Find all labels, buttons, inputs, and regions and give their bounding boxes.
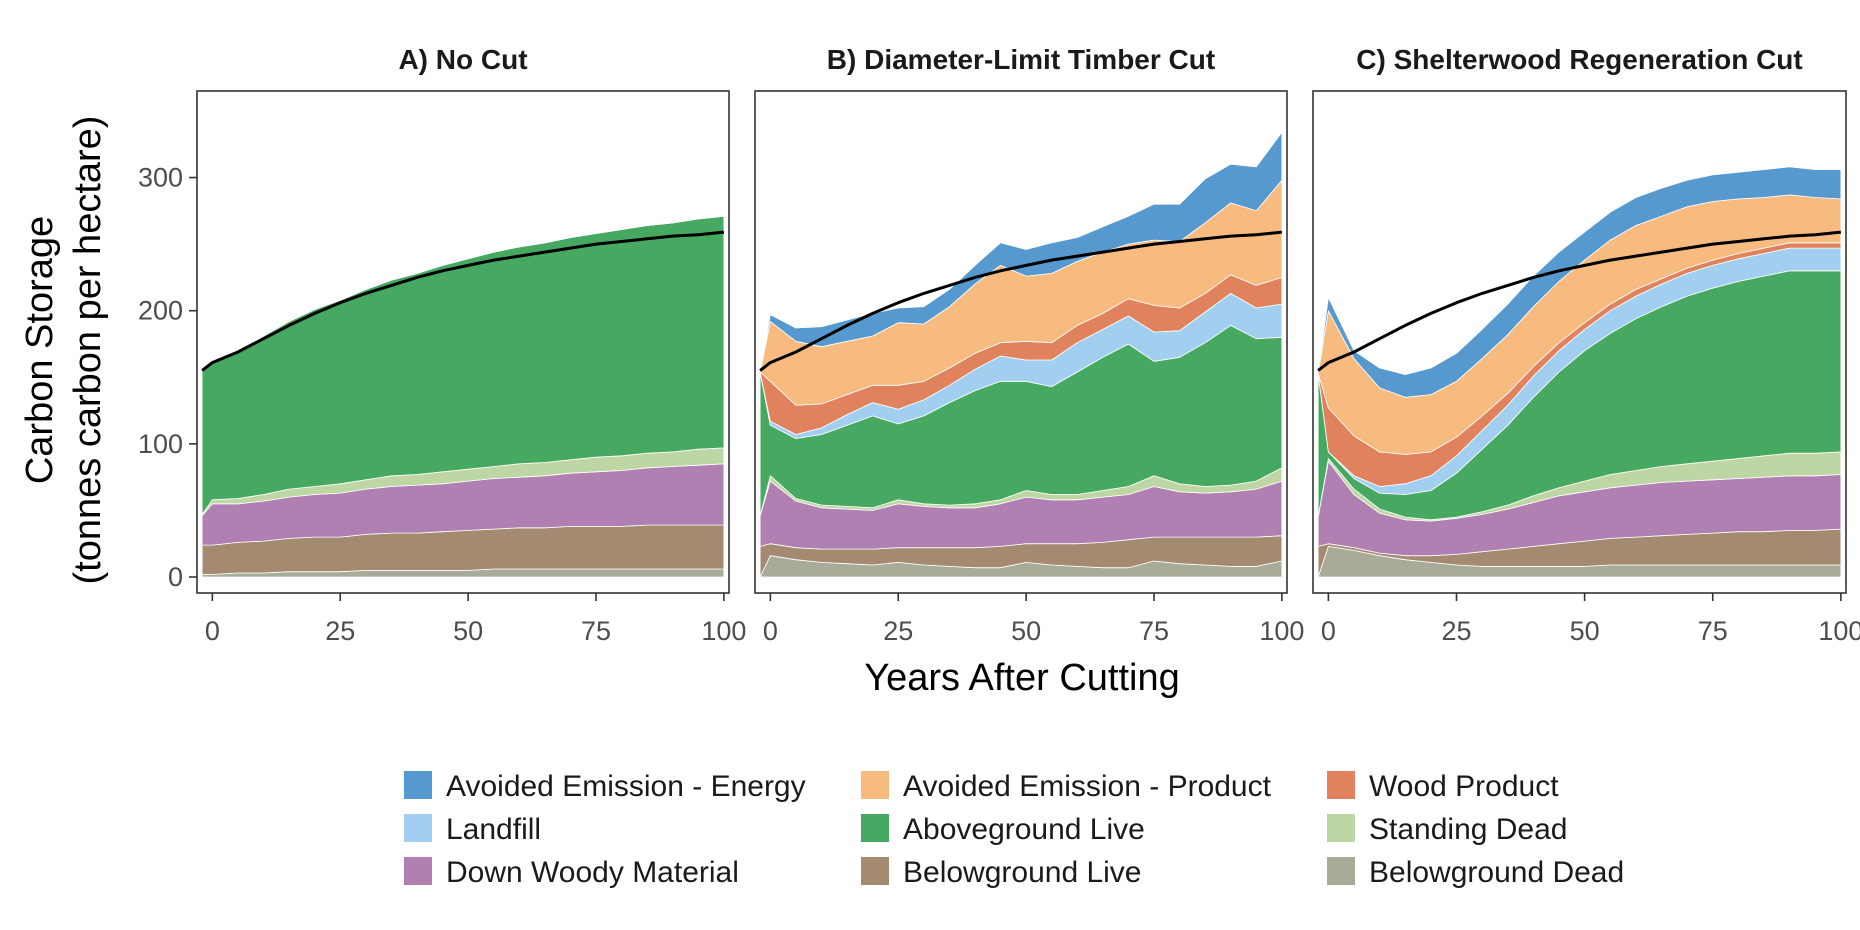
x-tick-label: 50	[1011, 616, 1041, 646]
legend-swatch	[861, 857, 889, 885]
legend-label: Belowground Dead	[1369, 856, 1624, 889]
legend-item-belowground-dead: Belowground Dead	[1327, 856, 1624, 889]
y-tick-label: 200	[138, 296, 183, 326]
no-cut-line-panel-a	[201, 230, 725, 372]
x-tick-label: 100	[701, 616, 746, 646]
x-axis-title: Years After Cutting	[864, 657, 1179, 699]
legend-label: Landfill	[446, 813, 541, 846]
y-tick-label: 0	[168, 562, 183, 592]
legend-label: Aboveground Live	[903, 813, 1145, 846]
panel-frame-b	[754, 90, 1288, 594]
legend-item-wood-product: Wood Product	[1327, 770, 1559, 803]
legend-item-belowground-live: Belowground Live	[861, 856, 1142, 889]
legend-label: Down Woody Material	[446, 856, 739, 889]
y-axis-title-subtitle: (tonnes carbon per hectare)	[67, 116, 109, 585]
no-cut-line-panel-b	[759, 230, 1283, 372]
area-avoided-emission-energy-panel-b	[759, 131, 1283, 373]
legend-swatch	[404, 814, 432, 842]
area-avoided-emission-energy-panel-c	[1317, 166, 1842, 398]
panel-title-a: A) No Cut	[398, 44, 527, 75]
legend-item-landfill: Landfill	[404, 813, 541, 846]
panel-c: C) Shelterwood Regeneration Cut 0 25 50 75 10…	[1312, 44, 1860, 646]
legend-swatch	[1327, 771, 1355, 799]
legend-swatch	[404, 857, 432, 885]
legend-item-standing-dead: Standing Dead	[1327, 813, 1568, 846]
x-tick-label: 25	[883, 616, 913, 646]
legend-item-down-woody-material: Down Woody Material	[404, 856, 739, 889]
legend-swatch	[861, 771, 889, 799]
legend-label: Avoided Emission - Product	[903, 770, 1272, 803]
y-axis-title: Carbon Storage	[19, 216, 61, 484]
legend-swatch	[404, 771, 432, 799]
legend-label: Avoided Emission - Energy	[446, 770, 806, 803]
x-tick-label: 25	[325, 616, 355, 646]
panel-b: B) Diameter-Limit Timber Cut 0 25 50 75 100	[754, 44, 1304, 646]
x-tick-label: 75	[581, 616, 611, 646]
x-tick-label: 50	[1570, 616, 1600, 646]
panel-a: A) No Cut 0 25 50 75 100 0 100 200 300	[138, 44, 746, 646]
x-tick-label: 0	[763, 616, 778, 646]
x-tick-label: 100	[1259, 616, 1304, 646]
x-tick-label: 0	[1321, 616, 1336, 646]
legend-swatch	[1327, 814, 1355, 842]
x-tick-label: 50	[453, 616, 483, 646]
legend-label: Belowground Live	[903, 856, 1142, 889]
no-cut-line-panel-c	[1317, 230, 1842, 372]
y-tick-label: 100	[138, 429, 183, 459]
panel-title-b: B) Diameter-Limit Timber Cut	[827, 44, 1215, 75]
legend-label: Standing Dead	[1369, 813, 1568, 846]
x-tick-label: 75	[1139, 616, 1169, 646]
legend-label: Wood Product	[1369, 770, 1559, 803]
x-tick-label: 75	[1698, 616, 1728, 646]
panels-layer: A) No Cut 0 25 50 75 100 0 100 200 300 B) Diameter…	[138, 44, 1860, 646]
panel-frame-a	[196, 90, 730, 594]
x-tick-label: 25	[1441, 616, 1471, 646]
legend-item-avoided-emission-energy: Avoided Emission - Energy	[404, 770, 806, 803]
legend-item-aboveground-live: Aboveground Live	[861, 813, 1145, 846]
legend-item-avoided-emission-product: Avoided Emission - Product	[861, 770, 1272, 803]
x-tick-label: 0	[205, 616, 220, 646]
legend-swatch	[1327, 857, 1355, 885]
y-tick-label: 300	[138, 163, 183, 193]
panel-title-c: C) Shelterwood Regeneration Cut	[1356, 44, 1802, 75]
x-tick-label: 100	[1818, 616, 1860, 646]
area-avoided-emission-energy-panel-a	[201, 215, 725, 371]
legend: Avoided Emission - Energy Avoided Emissio…	[404, 770, 1624, 889]
panel-frame-c	[1312, 90, 1847, 594]
legend-swatch	[861, 814, 889, 842]
